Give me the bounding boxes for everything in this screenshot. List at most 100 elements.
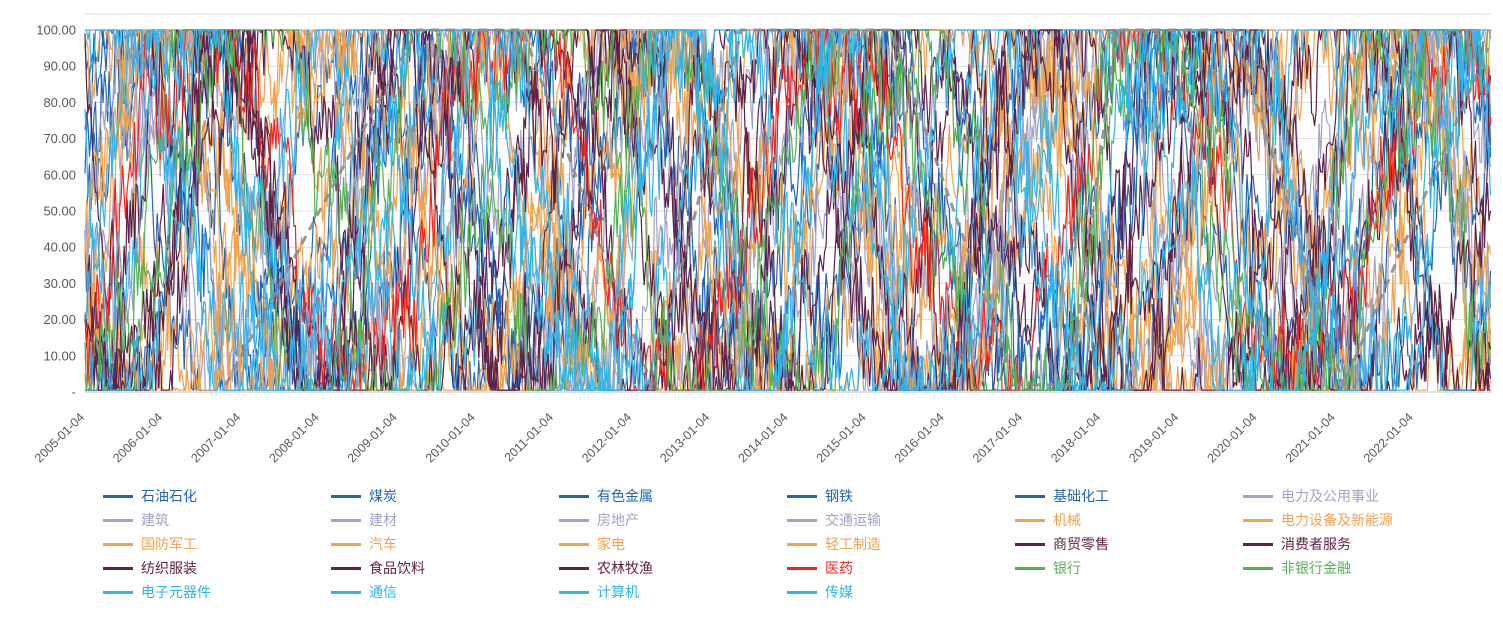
legend-item-label: 通信: [369, 584, 397, 600]
legend-item: 商贸零售: [1015, 534, 1243, 554]
x-axis-tick-label: 2015-01-04: [814, 410, 869, 465]
legend-item: 国防军工: [103, 534, 331, 554]
legend-line-marker: [1243, 494, 1273, 498]
x-axis-tick-label: 2018-01-04: [1048, 410, 1103, 465]
x-axis-tick-label: 2007-01-04: [188, 410, 243, 465]
legend-line-marker: [787, 542, 817, 546]
legend-item: 电子元器件: [103, 582, 331, 602]
legend-line-marker: [559, 566, 589, 570]
legend-item: 轻工制造: [787, 534, 1015, 554]
legend-row: 国防军工 汽车 家电 轻工制造 商贸零售 消费者服务: [103, 534, 1503, 554]
series-line: [84, 29, 1492, 391]
legend-item: 纺织服装: [103, 558, 331, 578]
legend-item: 建筑: [103, 510, 331, 530]
legend-row: 石油石化 煤炭 有色金属 钢铁 基础化工 电力及公用事业: [103, 486, 1503, 506]
chart-legend: 石油石化 煤炭 有色金属 钢铁 基础化工 电力及公用事业 建筑 建材 房地产 交通运输 机械 电力设备…: [0, 486, 1503, 602]
legend-line-marker: [559, 590, 589, 594]
legend-line-marker: [1243, 542, 1273, 546]
legend-item-label: 家电: [597, 536, 625, 552]
legend-item-label: 消费者服务: [1281, 536, 1351, 552]
legend-item-label: 石油石化: [141, 488, 197, 504]
legend-item: 钢铁: [787, 486, 1015, 506]
legend-line-marker: [787, 494, 817, 498]
y-axis-tick-label: -: [72, 385, 76, 400]
legend-item-label: 传媒: [825, 584, 853, 600]
legend-item: 非银行金融: [1243, 558, 1471, 578]
x-axis-tick-label: 2008-01-04: [267, 410, 322, 465]
legend-line-marker: [1243, 518, 1273, 522]
series-line: [85, 29, 1491, 391]
legend-item-label: 房地产: [597, 512, 639, 528]
series-line: [84, 29, 1492, 391]
legend-item-label: 建筑: [141, 512, 169, 528]
legend-row: 电子元器件 通信 计算机 传媒: [103, 582, 1503, 602]
legend-item-label: 钢铁: [825, 488, 853, 504]
legend-item: 家电: [559, 534, 787, 554]
legend-item-label: 计算机: [597, 584, 639, 600]
legend-row: 建筑 建材 房地产 交通运输 机械 电力设备及新能源: [103, 510, 1503, 530]
legend-line-marker: [559, 518, 589, 522]
x-axis-tick-label: 2017-01-04: [970, 410, 1025, 465]
legend-line-marker: [787, 590, 817, 594]
legend-item-label: 机械: [1053, 512, 1081, 528]
x-axis-tick-label: 2011-01-04: [502, 410, 556, 464]
cycle-dashed-line: [224, 28, 1490, 390]
legend-item: 银行: [1015, 558, 1243, 578]
y-axis-tick-label: 30.00: [43, 276, 76, 291]
legend-item: 传媒: [787, 582, 1015, 602]
legend-line-marker: [559, 542, 589, 546]
legend-item: 房地产: [559, 510, 787, 530]
legend-item-label: 轻工制造: [825, 536, 881, 552]
legend-line-marker: [559, 494, 589, 498]
legend-item: 有色金属: [559, 486, 787, 506]
legend-line-marker: [331, 518, 361, 522]
y-axis-tick-label: 10.00: [43, 348, 76, 363]
x-axis-tick-label: 2020-01-04: [1205, 410, 1260, 465]
legend-item-label: 非银行金融: [1281, 560, 1351, 576]
legend-line-marker: [103, 566, 133, 570]
legend-item: 医药: [787, 558, 1015, 578]
legend-item: 电力及公用事业: [1243, 486, 1471, 506]
x-axis-tick-label: 2010-01-04: [423, 410, 478, 465]
legend-item-label: 煤炭: [369, 488, 397, 504]
legend-item-label: 国防军工: [141, 536, 197, 552]
legend-item: 农林牧渔: [559, 558, 787, 578]
series-line: [84, 29, 1492, 391]
x-axis-tick-label: 2022-01-04: [1361, 410, 1416, 465]
legend-line-marker: [331, 590, 361, 594]
legend-row: 纺织服装 食品饮料 农林牧渔 医药 银行 非银行金融: [103, 558, 1503, 578]
x-axis-tick-label: 2012-01-04: [579, 410, 634, 465]
series-line: [85, 29, 1492, 391]
legend-item-label: 基础化工: [1053, 488, 1109, 504]
legend-line-marker: [1015, 518, 1045, 522]
legend-line-marker: [103, 494, 133, 498]
legend-line-marker: [103, 542, 133, 546]
legend-item: 石油石化: [103, 486, 331, 506]
y-axis-tick-label: 20.00: [43, 312, 76, 327]
legend-item-label: 商贸零售: [1053, 536, 1109, 552]
legend-line-marker: [787, 518, 817, 522]
legend-item: 食品饮料: [331, 558, 559, 578]
legend-item: 通信: [331, 582, 559, 602]
x-axis-tick-label: 2021-01-04: [1283, 410, 1338, 465]
x-axis-tick-label: 2013-01-04: [657, 410, 712, 465]
legend-item: 消费者服务: [1243, 534, 1471, 554]
x-axis-tick-label: 2009-01-04: [345, 410, 400, 465]
legend-item-label: 食品饮料: [369, 560, 425, 576]
legend-line-marker: [1015, 542, 1045, 546]
legend-item: 基础化工: [1015, 486, 1243, 506]
x-axis-tick-label: 2019-01-04: [1126, 410, 1181, 465]
legend-line-marker: [331, 494, 361, 498]
y-axis-tick-label: 70.00: [43, 131, 76, 146]
legend-item: 机械: [1015, 510, 1243, 530]
legend-item: 交通运输: [787, 510, 1015, 530]
x-axis-tick-label: 2014-01-04: [736, 410, 791, 465]
y-axis-tick-label: 90.00: [43, 59, 76, 74]
legend-item-label: 建材: [369, 512, 397, 528]
y-axis-tick-label: 50.00: [43, 204, 76, 219]
legend-item-label: 有色金属: [597, 488, 653, 504]
x-axis-tick-label: 2005-01-04: [32, 410, 87, 465]
legend-line-marker: [331, 542, 361, 546]
legend-item-label: 交通运输: [825, 512, 881, 528]
